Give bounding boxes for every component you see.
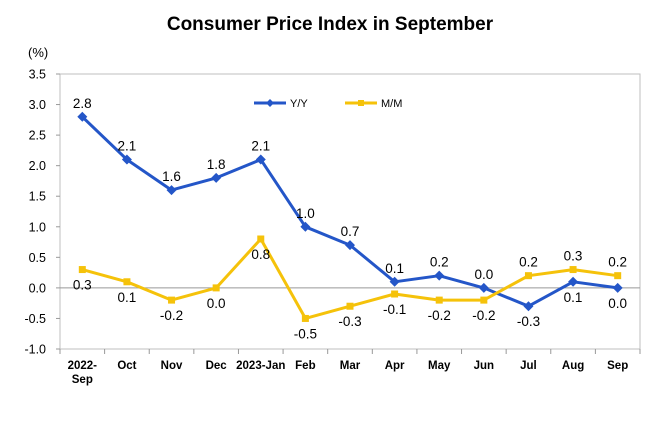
data-label: 0.1 xyxy=(564,290,583,305)
data-point-marker xyxy=(301,314,309,322)
y-axis-ticks: 3.5 3.0 2.5 2.0 1.5 1.0 0.5 0.0 -0.5 -1.0 xyxy=(24,68,60,357)
plot-area-frame xyxy=(59,73,641,350)
data-label: 0.7 xyxy=(341,224,360,239)
data-point-marker xyxy=(434,270,445,281)
data-point-marker xyxy=(523,301,534,312)
y-tick-label: 2.0 xyxy=(29,159,46,173)
x-tick-label: Jun xyxy=(474,360,494,372)
data-label: 1.8 xyxy=(207,157,226,172)
x-tick-label: Mar xyxy=(340,360,361,372)
x-axis-ticks: 2022- Sep Oct Nov Dec 2023-Jan Feb Mar Apr May Jun… xyxy=(59,349,641,386)
data-label: 0.0 xyxy=(207,296,226,311)
data-point-marker xyxy=(123,278,131,286)
data-point-marker xyxy=(255,154,266,165)
data-label: -0.3 xyxy=(338,314,361,329)
x-tick-label: May xyxy=(428,360,451,372)
data-point-marker xyxy=(300,221,311,232)
x-tick-label: Apr xyxy=(385,360,405,372)
x-tick-label: Feb xyxy=(295,360,315,372)
data-point-marker xyxy=(166,185,177,196)
data-label: 1.0 xyxy=(296,206,315,221)
data-point-marker xyxy=(478,282,489,293)
series-group xyxy=(77,111,623,322)
y-tick-label: 2.5 xyxy=(29,129,46,143)
x-tick-label: Dec xyxy=(206,360,228,372)
data-label: 0.0 xyxy=(608,296,627,311)
legend-marker xyxy=(358,100,364,106)
data-point-marker xyxy=(389,276,400,287)
legend-label: M/M xyxy=(381,98,402,110)
data-label: 1.6 xyxy=(162,169,181,184)
x-tick-label: Aug xyxy=(562,360,584,372)
y-tick-label: 0.0 xyxy=(29,281,46,295)
data-point-marker xyxy=(78,266,86,274)
data-label: -0.1 xyxy=(383,302,406,317)
data-point-marker xyxy=(614,272,622,280)
y-tick-label: 0.5 xyxy=(29,251,46,265)
y-axis-label: (%) xyxy=(28,45,48,60)
x-tick-label: Jul xyxy=(520,360,537,372)
y-tick-label: 3.0 xyxy=(29,98,46,112)
data-point-marker xyxy=(121,154,132,165)
data-label: 0.3 xyxy=(564,249,583,264)
y-tick-label: -0.5 xyxy=(24,312,46,326)
x-tick-label: Nov xyxy=(161,360,183,372)
data-label: -0.2 xyxy=(472,308,495,323)
x-tick-label: 2023-Jan xyxy=(236,360,285,372)
data-label: 2.1 xyxy=(118,139,137,154)
data-point-marker xyxy=(568,276,579,287)
data-point-marker xyxy=(346,302,354,310)
legend-marker xyxy=(266,99,274,107)
data-point-marker xyxy=(569,266,577,274)
y-tick-label: -1.0 xyxy=(24,343,46,357)
data-point-marker xyxy=(345,240,355,251)
data-label: -0.2 xyxy=(428,308,451,323)
data-point-marker xyxy=(168,296,176,304)
data-point-marker xyxy=(480,296,488,304)
data-label: 0.2 xyxy=(608,255,627,270)
y-tick-label: 3.5 xyxy=(29,68,46,82)
data-label: 0.8 xyxy=(251,247,270,262)
series-line-yy xyxy=(81,115,618,308)
data-label: 0.1 xyxy=(385,261,404,276)
legend-label: Y/Y xyxy=(290,98,308,110)
data-label: 0.2 xyxy=(519,255,538,270)
data-point-marker xyxy=(211,172,222,183)
chart-title: Consumer Price Index in September xyxy=(166,14,494,35)
data-point-marker xyxy=(435,296,443,304)
legend: Y/Y M/M xyxy=(254,98,402,110)
x-tick-label: Sep xyxy=(607,360,628,372)
data-point-marker xyxy=(391,290,399,298)
y-tick-label: 1.0 xyxy=(29,220,46,234)
data-point-marker xyxy=(524,272,532,280)
data-label: 0.0 xyxy=(474,267,493,282)
data-labels: 2.8 2.1 1.6 1.8 2.1 1.0 0.7 0.1 0.2 0.0 -0.3 0.1 0.0… xyxy=(73,96,627,342)
data-point-marker xyxy=(212,284,220,292)
x-tick-label: 2022- xyxy=(68,360,98,372)
data-label: 0.1 xyxy=(118,290,137,305)
data-label: 2.8 xyxy=(73,96,92,111)
data-label: -0.3 xyxy=(517,314,540,329)
data-label: -0.2 xyxy=(160,308,183,323)
y-tick-label: 1.5 xyxy=(29,190,46,204)
data-label: 2.1 xyxy=(251,139,270,154)
data-label: 0.2 xyxy=(430,255,449,270)
x-tick-label: Sep xyxy=(72,374,93,386)
data-label: -0.5 xyxy=(294,326,317,341)
data-point-marker xyxy=(77,111,88,122)
x-tick-label: Oct xyxy=(117,360,136,372)
data-label: 0.3 xyxy=(73,278,92,293)
data-point-marker xyxy=(257,235,265,243)
data-point-marker xyxy=(612,282,623,293)
